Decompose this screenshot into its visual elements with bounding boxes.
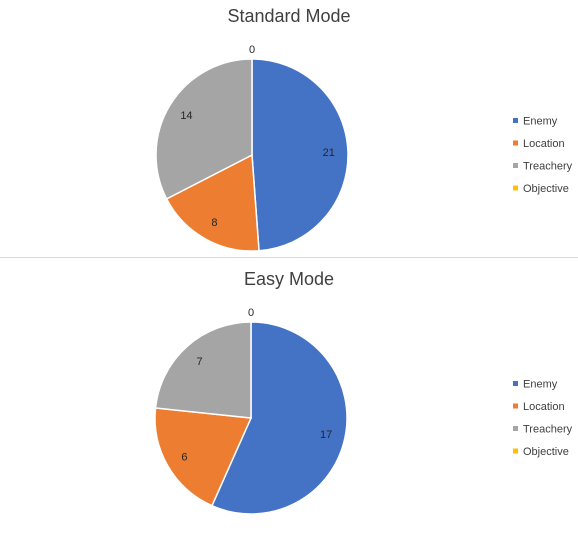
- legend-label-treachery: Treachery: [523, 424, 573, 436]
- legend-label-enemy: Enemy: [523, 379, 558, 391]
- data-label-enemy: 21: [323, 147, 335, 159]
- chart-standard-mode: Standard Mode 21 8 14 0 Enemy Location Treacher…: [0, 0, 578, 257]
- legend-label-objective: Objective: [523, 446, 569, 458]
- legend-swatch-location: [513, 140, 518, 146]
- legend-label-objective: Objective: [523, 183, 569, 195]
- pie-slice-location: [165, 153, 260, 252]
- chart-title: Easy Mode: [244, 269, 334, 289]
- legend-swatch-treachery: [513, 426, 518, 431]
- data-label-enemy: 17: [320, 429, 332, 441]
- pie-slice-treachery: [155, 58, 253, 200]
- data-label-objective: 0: [248, 307, 254, 319]
- legend-swatch-treachery: [513, 163, 518, 168]
- legend-label-treachery: Treachery: [523, 161, 573, 173]
- pie-slice-enemy: [251, 58, 349, 252]
- legend-label-location: Location: [523, 401, 565, 413]
- chart-easy-mode: Easy Mode 17 6 7 0 Enemy Location Treachery Obje…: [0, 263, 578, 533]
- data-label-treachery: 7: [197, 356, 203, 368]
- pie-slice-treachery: [154, 321, 252, 419]
- pie-chart-svg: Easy Mode 17 6 7 0 Enemy Location Treachery Obje…: [154, 269, 573, 515]
- data-label-location: 8: [211, 217, 217, 229]
- pie-chart-svg: Standard Mode 21 8 14 0 Enemy Location Treacher…: [155, 6, 573, 252]
- legend-label-location: Location: [523, 138, 565, 150]
- legend-swatch-objective: [513, 185, 518, 191]
- pie-slice-enemy: [210, 321, 348, 515]
- chart-title: Standard Mode: [227, 6, 350, 26]
- legend-swatch-enemy: [513, 381, 518, 386]
- legend-swatch-objective: [513, 448, 518, 454]
- legend-swatch-enemy: [513, 118, 518, 123]
- pie-slice-location: [154, 407, 253, 507]
- chart-divider: [0, 257, 578, 258]
- legend-swatch-location: [513, 403, 518, 409]
- legend-label-enemy: Enemy: [523, 116, 558, 128]
- data-label-location: 6: [181, 451, 187, 463]
- data-label-treachery: 14: [180, 110, 192, 122]
- data-label-objective: 0: [249, 44, 255, 56]
